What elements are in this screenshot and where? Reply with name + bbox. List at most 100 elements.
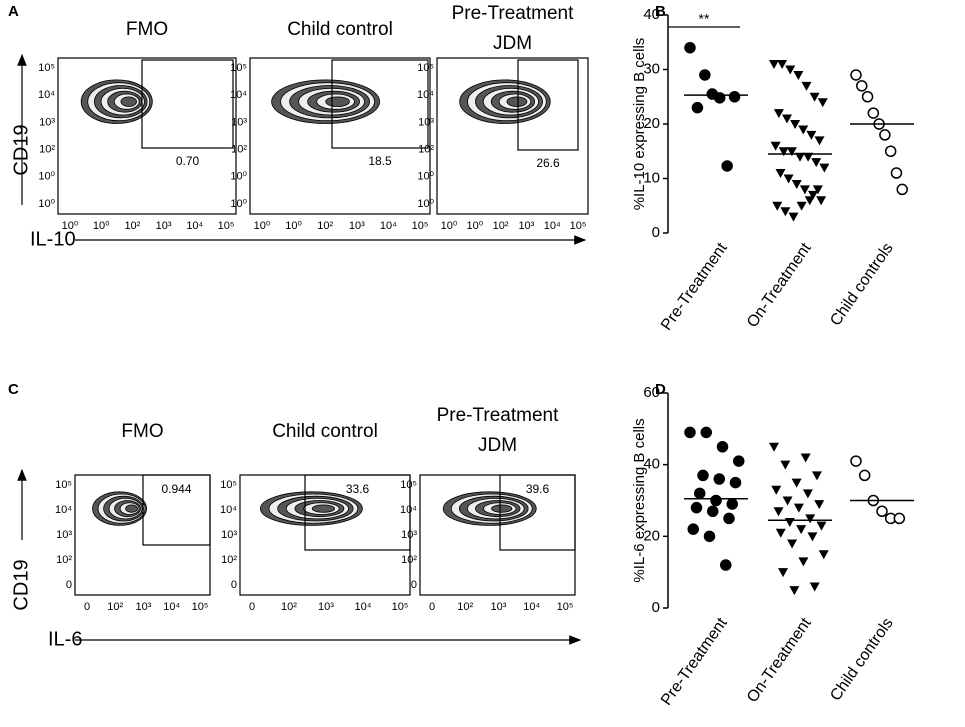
y-tick-label: 10⁰	[230, 198, 247, 210]
x-tick-label: 10²	[281, 601, 297, 613]
y-axis-label: %IL-6 expressing B cells	[631, 418, 648, 582]
point	[784, 518, 795, 527]
point	[769, 442, 779, 452]
point	[804, 196, 815, 206]
point	[893, 512, 906, 525]
y-tick-label: 10⁰	[417, 198, 434, 210]
point	[818, 550, 829, 560]
point	[789, 586, 800, 596]
point	[890, 167, 903, 179]
point	[728, 91, 741, 103]
point	[729, 476, 742, 489]
y-tick-label: 60	[643, 384, 660, 401]
gate	[304, 474, 411, 551]
plot-title: JDM	[493, 33, 532, 54]
point	[805, 514, 816, 524]
point	[687, 523, 699, 535]
x-tick-label: 10⁵	[218, 220, 235, 232]
point	[856, 80, 868, 92]
point	[782, 114, 792, 124]
point	[684, 41, 696, 54]
x-tick-label: 10⁵	[412, 220, 429, 232]
plot-frame	[436, 57, 589, 215]
point	[699, 69, 711, 81]
point	[723, 512, 735, 525]
y-tick-label: 0	[231, 579, 237, 591]
plot-title: Child control	[287, 19, 393, 40]
point	[819, 163, 830, 173]
point	[801, 81, 812, 91]
point	[806, 130, 817, 140]
gate-value: 0.944	[161, 482, 191, 496]
point	[769, 60, 779, 70]
point	[778, 147, 789, 157]
point	[721, 160, 733, 172]
point	[798, 557, 809, 567]
contour	[325, 96, 350, 107]
x-axis-label: IL-10	[30, 228, 76, 250]
point	[775, 169, 786, 179]
point	[816, 521, 827, 531]
x-tick-label: Pre-Treatment	[658, 240, 731, 334]
x-tick-label: 0	[84, 601, 90, 613]
x-tick-label: 10⁴	[523, 601, 540, 613]
x-tick-label: 10⁰	[285, 220, 302, 232]
point	[703, 530, 716, 543]
gate	[142, 474, 211, 546]
point	[782, 496, 793, 506]
x-tick-label: 10⁰	[441, 220, 458, 232]
point	[884, 145, 897, 157]
point	[777, 60, 788, 70]
x-tick-label: Child controls	[827, 240, 897, 329]
y-tick-label: 10⁰	[417, 171, 434, 183]
x-tick-label: 10²	[493, 220, 509, 232]
point	[793, 503, 804, 513]
x-tick-label: 10³	[318, 601, 334, 613]
point	[795, 152, 805, 162]
plot-title: JDM	[478, 435, 517, 456]
y-axis-label: CD19	[10, 124, 32, 175]
plot-frame	[57, 57, 237, 215]
point	[809, 582, 820, 592]
y-tick-label: 10⁵	[400, 479, 417, 491]
y-tick-label: 20	[643, 527, 660, 544]
point	[770, 141, 781, 151]
point	[876, 505, 888, 517]
point	[811, 158, 822, 168]
y-tick-label: 10⁴	[417, 89, 434, 101]
y-tick-label: 10⁵	[417, 62, 434, 74]
y-tick-label: 10⁴	[400, 504, 417, 516]
y-tick-label: 10⁰	[38, 171, 55, 183]
y-tick-label: 10⁵	[55, 479, 72, 491]
point	[780, 460, 791, 470]
x-tick-label: 10²	[457, 601, 473, 613]
point	[690, 501, 703, 514]
y-tick-label: 10⁴	[230, 89, 247, 101]
y-tick-label: 10²	[401, 554, 417, 566]
x-tick-label: 10⁰	[466, 220, 483, 232]
x-tick-label: 10⁴	[544, 220, 561, 232]
gate-value: 33.6	[346, 482, 370, 496]
plot-title: Pre-Treatment	[452, 3, 574, 24]
point	[710, 494, 722, 507]
point	[850, 455, 862, 467]
gate-value: 39.6	[526, 482, 550, 496]
point	[697, 469, 709, 482]
y-tick-label: 10²	[56, 554, 72, 566]
y-tick-label: 10³	[39, 116, 55, 128]
point	[807, 532, 818, 542]
gate	[517, 59, 579, 151]
x-tick-label: 10⁴	[355, 601, 372, 613]
panel-label: C	[8, 381, 19, 398]
x-tick-label: 10⁰	[62, 220, 79, 232]
point	[858, 469, 871, 482]
point	[896, 183, 908, 196]
contour	[491, 504, 513, 513]
point	[780, 207, 791, 217]
contour	[311, 504, 336, 513]
point	[788, 212, 799, 222]
x-tick-label: 10³	[491, 601, 507, 613]
x-tick-label: 10³	[136, 601, 152, 613]
point	[817, 98, 828, 108]
